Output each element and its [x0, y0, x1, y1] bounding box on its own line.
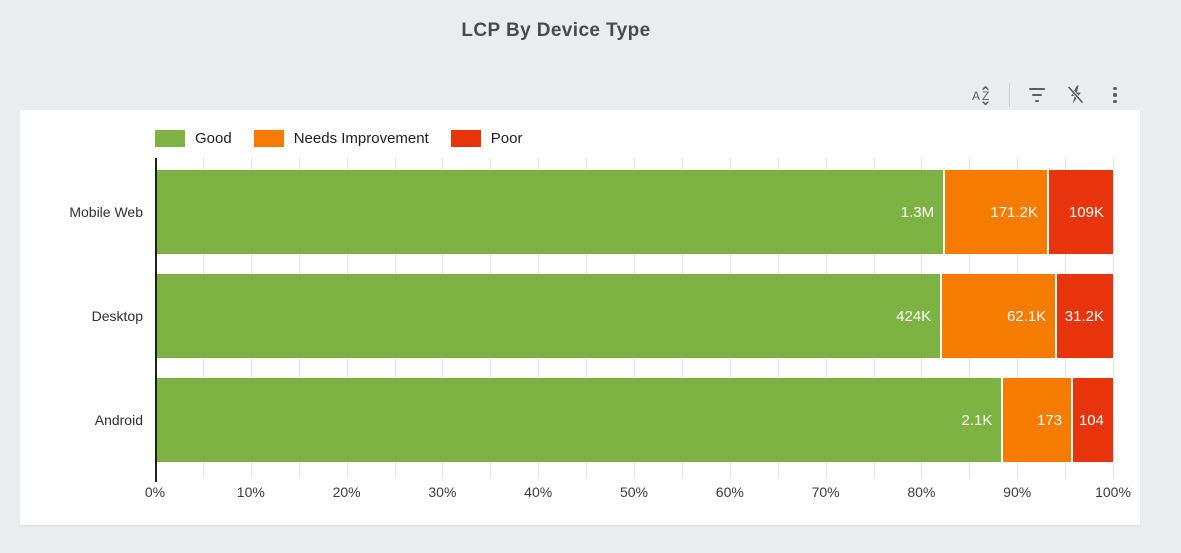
bar-value-label: 2.1K — [961, 411, 993, 429]
x-axis-tick-label: 40% — [524, 484, 553, 500]
x-axis-tick-label: 20% — [332, 484, 361, 500]
bar-segment-good[interactable]: 424K — [155, 274, 941, 358]
legend-swatch — [450, 129, 481, 147]
legend-label: Good — [195, 129, 232, 147]
bar-segment-good[interactable]: 1.3M — [155, 170, 944, 254]
x-axis-tick-label: 30% — [428, 484, 457, 500]
bar-segment-needs-improvement[interactable]: 171.2K — [943, 170, 1047, 254]
filter-icon[interactable] — [1025, 83, 1049, 107]
legend-swatch — [155, 129, 185, 147]
bar-segment-good[interactable]: 2.1K — [155, 378, 1002, 462]
bar-value-label: 173 — [1037, 411, 1063, 429]
y-axis-line — [155, 158, 157, 482]
legend-item: Good — [155, 129, 232, 147]
bar-segment-poor[interactable]: 104 — [1071, 378, 1113, 462]
bar-value-label: 1.3M — [900, 203, 935, 221]
bar-row: 424K 62.1K 31.2K — [155, 274, 1113, 358]
x-axis-tick-label: 100% — [1095, 484, 1131, 500]
chart-card: Good Needs Improvement Poor 1.3M 171.2K 109K… — [20, 110, 1140, 525]
x-axis-tick-label: 0% — [144, 484, 166, 500]
bar-row: 2.1K 173 104 — [155, 378, 1113, 462]
chart-toolbar: A Z — [970, 82, 1127, 108]
category-label: Desktop — [91, 308, 143, 324]
toolbar-divider — [1009, 83, 1010, 107]
legend-label: Poor — [490, 129, 523, 147]
category-label: Mobile Web — [69, 204, 143, 220]
legend-swatch — [253, 129, 284, 147]
legend-item: Poor — [450, 129, 523, 147]
x-axis-tick-label: 10% — [236, 484, 265, 500]
x-axis-tick-label: 90% — [1003, 484, 1032, 500]
chart-legend: Good Needs Improvement Poor — [155, 128, 522, 148]
legend-label: Needs Improvement — [293, 129, 429, 147]
bar-row: 1.3M 171.2K 109K — [155, 170, 1113, 254]
category-label: Android — [94, 412, 143, 428]
bar-value-label: 109K — [1068, 203, 1104, 221]
bar-value-label: 424K — [896, 307, 932, 325]
flash-off-icon[interactable] — [1064, 83, 1088, 107]
x-axis-tick-label: 70% — [811, 484, 840, 500]
x-axis-tick-label: 60% — [715, 484, 744, 500]
bar-value-label: 104 — [1078, 411, 1104, 429]
bar-value-label: 62.1K — [1007, 307, 1047, 325]
x-axis-tick-label: 50% — [619, 484, 649, 500]
bar-segment-needs-improvement[interactable]: 173 — [1001, 378, 1072, 462]
sort-alphabetical-icon[interactable]: A Z — [970, 83, 994, 107]
kebab-menu-icon[interactable] — [1103, 83, 1127, 107]
bar-segment-poor[interactable]: 31.2K — [1055, 274, 1113, 358]
bar-segment-needs-improvement[interactable]: 62.1K — [940, 274, 1056, 358]
legend-item: Needs Improvement — [253, 129, 429, 147]
bar-segment-poor[interactable]: 109K — [1046, 170, 1113, 254]
bar-value-label: 31.2K — [1064, 307, 1104, 325]
bar-value-label: 171.2K — [990, 203, 1038, 221]
page-title: LCP By Device Type — [461, 20, 651, 41]
gridline — [1113, 158, 1114, 478]
svg-text:A: A — [972, 89, 980, 103]
svg-text:Z: Z — [982, 89, 989, 103]
plot-area: 1.3M 171.2K 109K Mobile Web 424K 62.1K 31.2K De… — [69, 158, 1131, 500]
x-axis-tick-label: 80% — [907, 484, 936, 500]
